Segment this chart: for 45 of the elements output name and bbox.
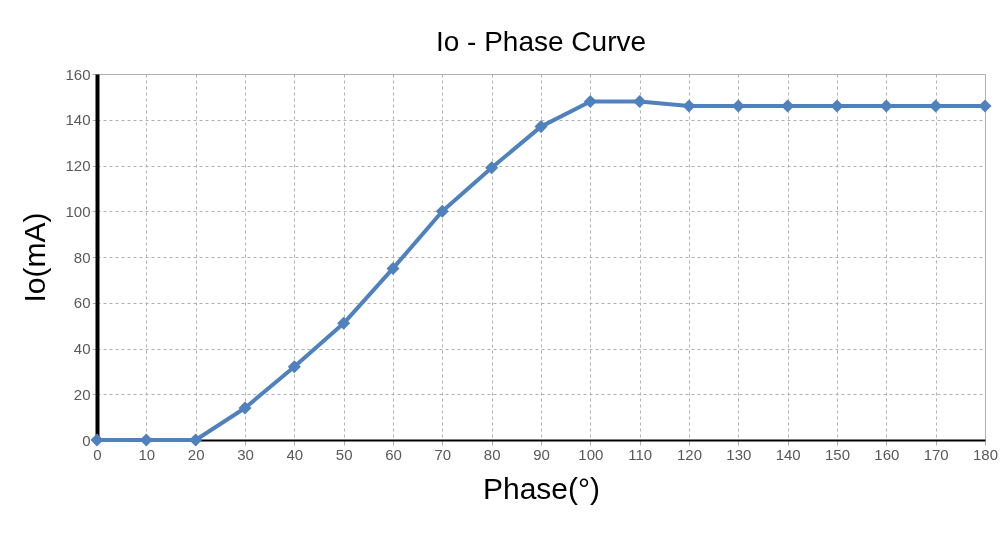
y-tick-label: 20 [73,385,91,403]
x-tick-label: 0 [93,445,102,463]
y-axis-title: Io(mA) [18,212,52,303]
x-tick-label: 160 [874,445,900,463]
x-tick-label: 120 [676,445,703,463]
y-tick-label: 160 [65,65,91,83]
x-tick-label: 20 [187,445,205,463]
chart-title: Io - Phase Curve [435,26,647,57]
x-tick-label: 80 [483,445,501,463]
x-tick-label: 140 [775,445,801,463]
x-tick-label: 10 [138,445,156,463]
x-tick-label: 50 [335,445,353,463]
point [534,120,548,134]
y-tick-label: 140 [65,111,91,129]
x-tick-label: 60 [385,445,402,463]
y-tick-label: 80 [73,248,91,266]
point [978,99,992,113]
point [90,433,104,447]
point [189,433,203,447]
point [633,94,647,108]
y-tick-label: 100 [65,202,91,220]
x-tick-label: 100 [578,445,604,463]
point [386,261,400,275]
point [287,360,301,374]
x-tick-label: 70 [434,445,452,463]
y-tick-label: 40 [73,340,91,357]
point [435,204,449,218]
point [682,99,696,113]
point [337,316,351,330]
point [830,99,844,113]
x-tick-label: 40 [286,445,304,463]
x-tick-label: 170 [923,445,949,463]
y-tick-label: 120 [65,157,91,174]
point [238,401,252,415]
x-tick-label: 180 [972,445,999,463]
x-tick-label: 90 [533,445,550,463]
x-tick-label: 30 [237,445,254,463]
y-tick-label: 0 [82,431,91,449]
x-tick-label: 150 [824,445,851,463]
x-tick-label: 130 [726,445,752,463]
y-tick-label: 60 [73,294,91,312]
x-tick-label: 110 [628,445,653,463]
point [583,94,597,108]
point [485,161,499,175]
x-axis-title: Phase(°) [482,471,601,505]
